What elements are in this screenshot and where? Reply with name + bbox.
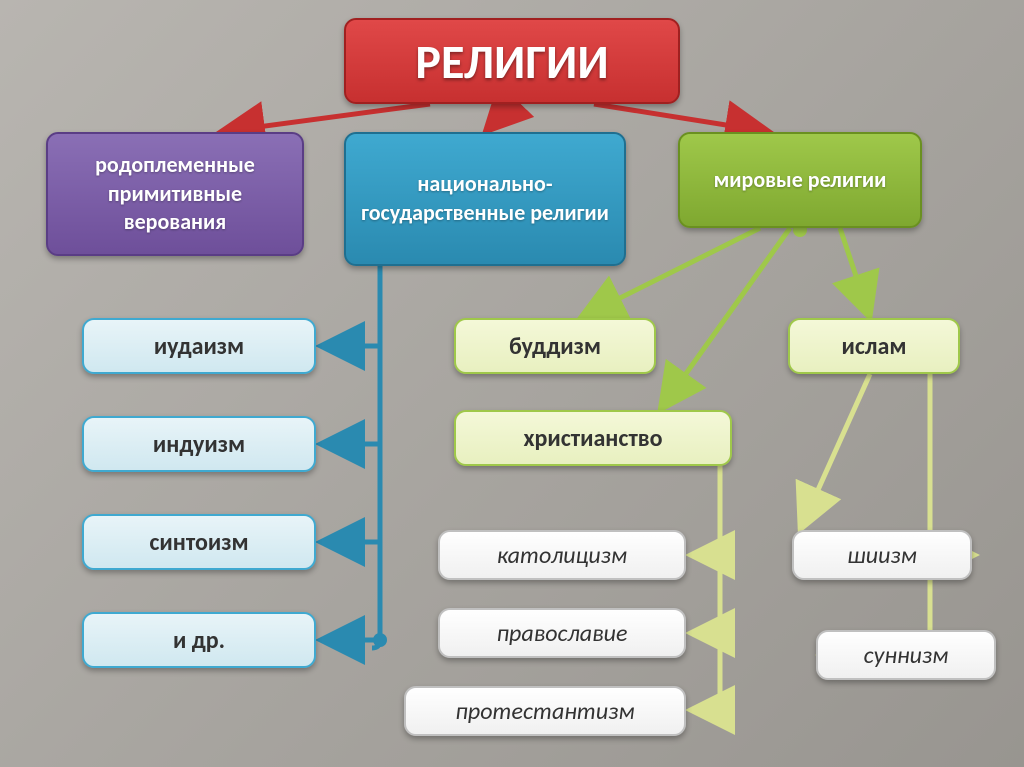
- world-item: христианство: [454, 410, 732, 466]
- root-node: РЕЛИГИИ: [344, 18, 680, 104]
- christianity-item: протестантизм: [404, 686, 686, 736]
- category-tribal: родоплеменные примитивные верования: [46, 132, 304, 256]
- national-item: иудаизм: [82, 318, 316, 374]
- national-item: индуизм: [82, 416, 316, 472]
- world-item: ислам: [788, 318, 960, 374]
- national-item: синтоизм: [82, 514, 316, 570]
- christianity-item: католицизм: [438, 530, 686, 580]
- category-national: национально-государственные религии: [344, 132, 626, 266]
- islam-item: шиизм: [792, 530, 972, 580]
- christianity-item: православие: [438, 608, 686, 658]
- category-world: мировые религии: [678, 132, 922, 228]
- islam-item: суннизм: [816, 630, 996, 680]
- national-item: и др.: [82, 612, 316, 668]
- world-item: буддизм: [454, 318, 656, 374]
